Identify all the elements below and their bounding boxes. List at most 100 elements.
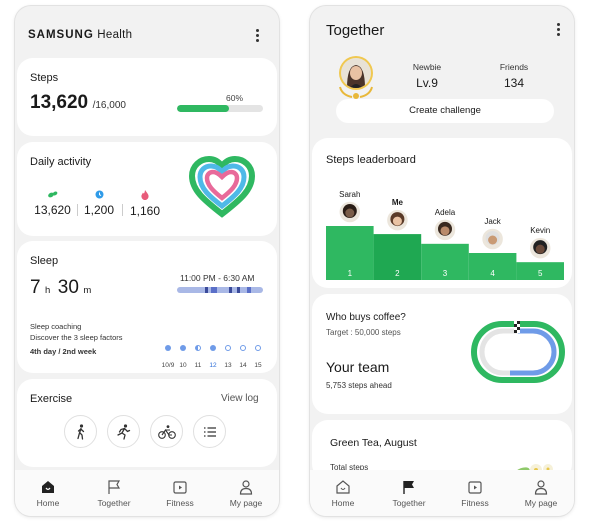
sleep-card[interactable]: Sleep 7 h 30 m 11:00 PM - 6:30 AM Sleep … xyxy=(17,241,277,373)
leaderboard-rank: 3 xyxy=(443,269,448,278)
green-tea-title: Green Tea, August xyxy=(330,437,417,449)
leaderboard-bar xyxy=(373,234,422,280)
daily-activity-card[interactable]: Daily activity 13,620 1,200 1,160 xyxy=(17,142,277,236)
exercise-title: Exercise xyxy=(30,393,73,405)
flag-icon xyxy=(403,480,414,494)
activity-steps-value: 13,620 xyxy=(34,203,71,217)
sleep-time-range: 11:00 PM - 6:30 AM xyxy=(180,273,255,283)
nav-together[interactable]: Together xyxy=(81,470,147,516)
sleep-day-dot xyxy=(180,345,186,351)
leaderboard-avatar[interactable] xyxy=(385,208,410,232)
leaderboard-avatar[interactable] xyxy=(338,200,362,224)
bottom-navigation: Home Together Fitness My page xyxy=(310,470,574,516)
fitness-icon xyxy=(173,480,187,494)
nav-my-page[interactable]: My page xyxy=(508,470,574,516)
nav-together[interactable]: Together xyxy=(376,470,442,516)
level-label: Newbie xyxy=(412,62,442,72)
avatar-portrait xyxy=(341,58,371,88)
walking-icon xyxy=(76,423,84,440)
cycling-button[interactable] xyxy=(150,415,183,448)
samsung-health-home-screen: SAMSUNG Health Steps 13,620 /16,000 60% … xyxy=(15,6,279,516)
team-steps-ahead: 5,753 steps ahead xyxy=(326,381,392,390)
leaderboard-bar xyxy=(421,243,469,280)
clock-icon xyxy=(95,190,103,199)
sleep-hours-unit: h xyxy=(45,285,51,296)
nav-label: Home xyxy=(36,497,60,508)
sleep-coaching-title: Sleep coaching xyxy=(30,322,82,331)
nav-home[interactable]: Home xyxy=(15,470,81,516)
sleep-day: 11 xyxy=(191,345,205,372)
sleep-hours: 7 xyxy=(30,277,41,298)
more-options-icon[interactable] xyxy=(557,23,561,37)
sleep-coaching-day: 4th day / 2nd week xyxy=(30,347,97,356)
leaderboard-name: Sarah xyxy=(339,190,360,199)
leaderboard-name: Jack xyxy=(484,217,501,226)
nav-label: Fitness xyxy=(166,497,194,508)
activity-minutes-item: 1,200 xyxy=(80,190,118,217)
leaderboard-rank: 1 xyxy=(348,269,353,278)
sleep-stages-bar xyxy=(177,287,263,293)
friends-count[interactable]: 134 xyxy=(503,76,525,90)
sleep-minutes-unit: m xyxy=(83,285,92,296)
profile-avatar[interactable] xyxy=(341,58,371,88)
create-challenge-button[interactable]: Create challenge xyxy=(336,99,554,123)
nav-fitness[interactable]: Fitness xyxy=(442,470,508,516)
flame-icon xyxy=(141,190,149,200)
walking-button[interactable] xyxy=(64,415,97,448)
running-icon xyxy=(117,423,131,440)
activity-calories-item: 1,160 xyxy=(125,190,165,218)
green-tea-total-label: Total steps xyxy=(330,463,369,472)
leaderboard-name: Adela xyxy=(435,208,456,217)
leaderboard-avatar[interactable] xyxy=(528,236,552,260)
exercise-card[interactable]: Exercise View log xyxy=(17,379,277,467)
running-button[interactable] xyxy=(107,415,140,448)
bottom-navigation: Home Together Fitness My page xyxy=(15,470,279,516)
leaderboard-rank: 2 xyxy=(395,269,400,278)
sleep-day-dot xyxy=(195,345,201,351)
leaderboard-avatar[interactable] xyxy=(433,218,457,242)
activity-minutes-value: 1,200 xyxy=(83,203,115,217)
nav-label: My page xyxy=(524,497,558,508)
nav-label: Together xyxy=(392,497,426,508)
page-title: Together xyxy=(326,22,385,39)
leaderboard-name: Kevin xyxy=(530,226,550,235)
sleep-coaching-subtitle: Discover the 3 sleep factors xyxy=(30,333,123,342)
together-screen: Together Newbie Lv.9 Friends 134 Create … xyxy=(310,6,574,516)
fitness-icon xyxy=(468,480,482,494)
nav-fitness[interactable]: Fitness xyxy=(147,470,213,516)
leaderboard-chart: 1 Sarah 2 Me 3 Adela 4 Jack 5 Kevin xyxy=(326,190,564,280)
activity-steps-item: 13,620 xyxy=(30,190,75,217)
steps-card[interactable]: Steps 13,620 /16,000 60% xyxy=(17,58,277,136)
app-brand: SAMSUNG Health xyxy=(28,29,132,41)
more-exercises-button[interactable] xyxy=(193,415,226,448)
sleep-day-label: 13 xyxy=(224,362,232,369)
sleep-day-dot xyxy=(240,345,246,351)
leaderboard-name: Me xyxy=(392,198,404,207)
flag-icon xyxy=(108,479,121,494)
sleep-day-label: 11 xyxy=(194,362,202,369)
coffee-challenge-card[interactable]: Who buys coffee? Target : 50,000 steps Y… xyxy=(312,294,572,414)
brand-samsung: SAMSUNG xyxy=(28,29,94,41)
steps-title: Steps xyxy=(30,72,59,84)
view-log-link[interactable]: View log xyxy=(221,393,259,404)
nav-home[interactable]: Home xyxy=(310,470,376,516)
sleep-day: 12 xyxy=(206,345,220,372)
sleep-day-label: 15 xyxy=(254,362,262,369)
sleep-title: Sleep xyxy=(30,255,59,267)
activity-calories-value: 1,160 xyxy=(129,204,161,218)
sleep-day-dot xyxy=(210,345,216,351)
nav-my-page[interactable]: My page xyxy=(213,470,279,516)
leaderboard-bar xyxy=(326,226,374,280)
list-icon xyxy=(203,426,216,437)
leaderboard-avatar[interactable] xyxy=(480,227,505,251)
nav-label: My page xyxy=(229,497,263,508)
leaderboard-rank: 5 xyxy=(538,269,543,278)
more-options-icon[interactable] xyxy=(256,29,260,43)
person-icon xyxy=(239,479,253,495)
steps-leaderboard-card[interactable]: Steps leaderboard 1 Sarah 2 Me 3 Adela 4 Jack 5 K… xyxy=(312,138,572,288)
sleep-day-dot xyxy=(225,345,231,351)
cycling-icon xyxy=(157,424,176,439)
leaderboard-bar xyxy=(468,253,517,280)
home-icon xyxy=(42,480,54,493)
laurel-icon xyxy=(339,86,373,99)
